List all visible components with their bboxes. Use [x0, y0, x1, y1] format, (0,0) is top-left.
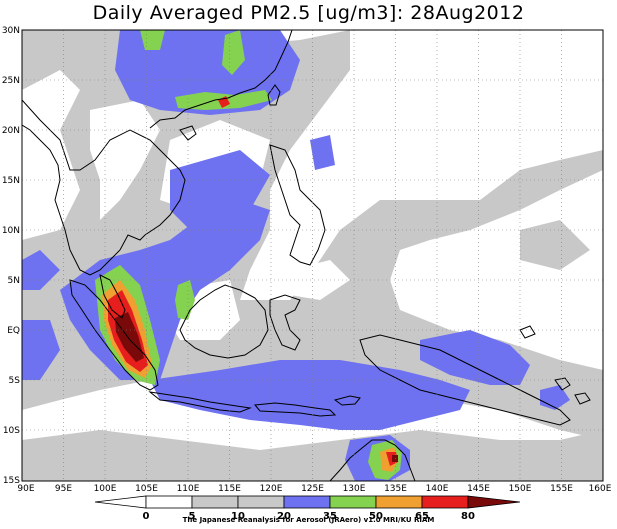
coastline-china: [149, 30, 293, 129]
colorbar-swatch: [191, 495, 239, 509]
colorbar-swatch: [329, 495, 377, 509]
coastline-malaysia: [99, 274, 126, 319]
colorbar-label: 0: [143, 511, 150, 522]
lat-tick-label: 25N: [2, 76, 20, 86]
lon-tick-label: 120E: [260, 484, 283, 494]
colorbar-swatch: [145, 495, 193, 509]
colorbar-swatch: [375, 495, 423, 509]
colorbar-label: 35: [323, 511, 337, 522]
colorbar: [94, 495, 521, 509]
lon-tick-label: 95E: [55, 484, 72, 494]
colorbar-swatch: [421, 495, 469, 509]
coastline-sumatra: [69, 279, 159, 391]
coastline-philippines: [269, 144, 326, 266]
lat-tick-label: 10N: [2, 226, 20, 236]
coastline-lesser-sunda: [254, 402, 337, 417]
lon-tick-label: 155E: [550, 484, 573, 494]
band-above-80: [115, 312, 398, 462]
coastline-hainan: [179, 125, 197, 141]
credit-line: The Japanese Reanalysis for Aerosol (JRA…: [182, 516, 435, 524]
lat-tick-label: 30N: [2, 26, 20, 36]
colorbar-labels: 0 5 10 20 35 50 65 80: [143, 511, 475, 522]
lat-tick-label: 20N: [2, 126, 20, 136]
colorbar-label: 65: [415, 511, 429, 522]
map-title: Daily Averaged PM2.5 [ug/m3]: 28Aug2012: [92, 2, 525, 24]
coastline-timor: [333, 395, 361, 406]
colorbar-label: 10: [231, 511, 245, 522]
map-frame: [21, 29, 604, 482]
colorbar-swatch: [94, 495, 147, 509]
coastline-sulawesi: [269, 294, 301, 351]
colorbar-label: 50: [369, 511, 383, 522]
colorbar-label: 5: [189, 511, 196, 522]
lat-tick-label: 15S: [3, 476, 20, 486]
coastline-taiwan: [267, 84, 281, 106]
lon-tick-label: 130E: [343, 484, 366, 494]
coastline-new-guinea: [359, 334, 571, 426]
lon-tick-label: 135E: [384, 484, 407, 494]
colorbar-swatch: [283, 495, 331, 509]
coastline-australia: [329, 439, 416, 481]
lon-tick-label: 140E: [426, 484, 449, 494]
colorbar-label: 20: [277, 511, 291, 522]
colorbar-swatch: [467, 495, 521, 509]
lat-tick-label: 15N: [2, 176, 20, 186]
lon-tick-label: 115E: [218, 484, 241, 494]
coastline-borneo: [179, 284, 269, 359]
lat-tick-label: 5S: [9, 376, 21, 386]
grid-lines: [22, 30, 603, 481]
colorbar-swatch: [237, 495, 285, 509]
lon-tick-label: 110E: [177, 484, 200, 494]
lat-tick-label: 5N: [8, 276, 20, 286]
lat-tick-label: EQ: [7, 326, 20, 336]
lon-tick-label: 90E: [17, 484, 34, 494]
lat-tick-label: 10S: [3, 426, 20, 436]
coastline-java: [148, 391, 252, 413]
lon-tick-label: 100E: [94, 484, 117, 494]
lon-tick-label: 105E: [135, 484, 158, 494]
lat-tick-labels: 30N 25N 20N 15N 10N 5N EQ 5S 10S 15S: [2, 26, 20, 486]
coastlines: [22, 30, 591, 481]
lon-tick-label: 150E: [509, 484, 532, 494]
lon-tick-label: 145E: [467, 484, 490, 494]
lon-tick-label: 160E: [589, 484, 612, 494]
concentration-fields: [22, 30, 603, 481]
colorbar-label: 80: [461, 511, 475, 522]
lon-tick-labels: 90E 95E 100E 105E 110E 115E 120E 125E 13…: [17, 484, 611, 494]
lon-tick-label: 125E: [301, 484, 324, 494]
